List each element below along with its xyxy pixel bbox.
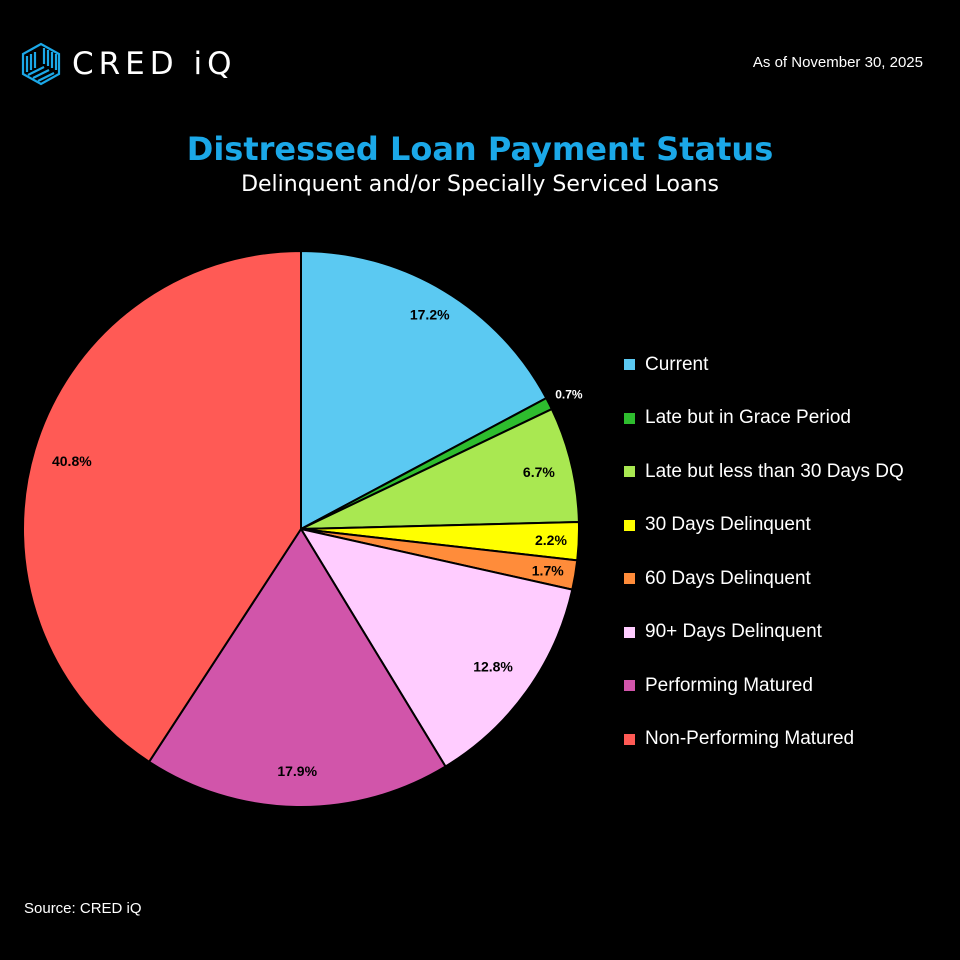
cube-logo-icon [21,42,61,86]
chart-title: Distressed Loan Payment Status [186,130,774,168]
legend-swatch [624,573,635,585]
chart-subtitle: Delinquent and/or Specially Serviced Loa… [241,172,719,197]
data-label: 12.8% [473,659,513,675]
legend-item: Performing Matured [624,659,904,713]
legend-swatch [624,680,635,692]
legend-item: Current [624,338,904,392]
legend-label: 30 Days Delinquent [645,514,811,536]
legend-label: Performing Matured [645,674,813,696]
legend-label: 90+ Days Delinquent [645,621,822,643]
pie-slice-current [300,249,548,531]
source-note: Source: CRED iQ [24,900,142,917]
pie-slice-90-days-delinquent [298,527,574,768]
legend-swatch [624,359,635,371]
as-of-date: As of November 30, 2025 [752,54,923,71]
data-label: 6.7% [523,464,555,480]
legend-label: Non-Performing Matured [645,728,855,750]
legend-item: Late but less than 30 Days DQ [624,445,904,499]
cred-iq-logo: CRED iQ [20,42,237,86]
data-label: 40.8% [52,453,92,469]
chart-legend: Current Late but in Grace Period Late but … [624,338,904,766]
legend-label: Late but in Grace Period [645,407,851,429]
legend-swatch [624,733,635,745]
legend-swatch [624,412,635,424]
data-label: 1.7% [532,562,564,578]
pie-slice-non-performing-matured [22,249,302,764]
data-label: 17.2% [410,306,450,322]
legend-item: 60 Days Delinquent [624,552,904,606]
legend-swatch [624,519,635,531]
data-label: 0.7% [555,388,583,402]
legend-label: Late but less than 30 Days DQ [645,460,904,482]
legend-label: Current [645,353,709,375]
legend-item: Late but in Grace Period [624,392,904,446]
legend-swatch [624,626,635,638]
brand-name: CRED iQ [72,46,237,82]
legend-item: 30 Days Delinquent [624,499,904,553]
pie-slice-performing-matured [147,527,447,808]
data-label: 17.9% [277,763,317,779]
legend-item: Non-Performing Matured [624,713,904,767]
legend-label: 60 Days Delinquent [645,567,811,589]
data-label: 2.2% [535,532,567,548]
legend-swatch [624,466,635,478]
legend-item: 90+ Days Delinquent [624,606,904,660]
pie-slice-late-but-less-than-30-days-dq [300,407,580,530]
